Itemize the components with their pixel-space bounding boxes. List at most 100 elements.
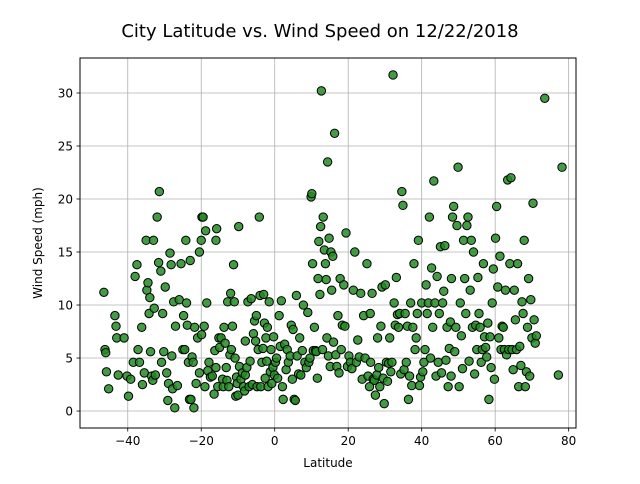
data-point bbox=[447, 212, 458, 222]
data-point bbox=[271, 353, 282, 363]
data-point bbox=[370, 390, 381, 400]
data-point bbox=[181, 298, 192, 308]
data-point bbox=[436, 368, 447, 378]
data-point bbox=[459, 273, 470, 284]
data-point bbox=[364, 381, 375, 392]
data-point bbox=[365, 357, 376, 367]
data-point bbox=[322, 157, 333, 167]
data-point bbox=[453, 162, 463, 172]
data-point bbox=[468, 247, 479, 257]
data-point bbox=[180, 344, 190, 355]
data-point bbox=[189, 403, 199, 413]
data-point bbox=[432, 271, 442, 282]
data-point bbox=[420, 344, 430, 355]
data-point bbox=[412, 308, 422, 319]
data-points bbox=[99, 70, 567, 413]
plot-frame bbox=[79, 57, 577, 429]
data-point bbox=[145, 292, 155, 303]
data-point bbox=[130, 271, 140, 282]
data-point bbox=[400, 308, 410, 319]
data-point bbox=[322, 333, 332, 343]
data-point bbox=[409, 258, 419, 269]
data-point bbox=[529, 315, 539, 325]
data-point bbox=[485, 332, 495, 342]
data-point bbox=[422, 308, 432, 319]
data-point bbox=[433, 357, 443, 367]
data-point bbox=[313, 273, 323, 284]
data-point bbox=[196, 330, 207, 340]
data-point bbox=[288, 324, 298, 335]
data-point bbox=[428, 322, 438, 332]
data-point bbox=[261, 333, 271, 343]
data-point bbox=[211, 235, 221, 246]
data-point bbox=[408, 322, 418, 332]
data-point bbox=[312, 373, 323, 383]
data-point bbox=[291, 290, 302, 301]
data-point bbox=[204, 357, 214, 367]
data-point bbox=[157, 308, 168, 319]
data-point bbox=[488, 264, 499, 274]
data-point bbox=[372, 333, 383, 343]
data-point bbox=[404, 371, 415, 381]
data-point bbox=[465, 285, 475, 295]
data-point bbox=[264, 297, 274, 307]
data-point bbox=[143, 278, 153, 288]
data-point bbox=[389, 298, 399, 308]
data-point bbox=[258, 343, 268, 354]
data-point bbox=[437, 298, 448, 308]
data-point bbox=[341, 228, 351, 238]
data-point bbox=[159, 346, 169, 357]
data-point bbox=[101, 367, 112, 377]
data-point bbox=[254, 212, 264, 222]
data-point bbox=[458, 235, 469, 246]
data-point bbox=[424, 212, 435, 222]
data-point bbox=[295, 333, 305, 343]
data-point bbox=[186, 394, 196, 405]
data-point bbox=[268, 332, 279, 342]
data-point bbox=[426, 263, 437, 273]
data-point bbox=[509, 285, 519, 295]
data-point bbox=[464, 356, 474, 366]
data-point bbox=[178, 310, 189, 321]
data-point bbox=[473, 272, 483, 283]
data-point bbox=[307, 189, 317, 199]
data-point bbox=[181, 235, 191, 246]
data-point bbox=[145, 346, 156, 357]
data-point bbox=[199, 321, 209, 331]
data-point bbox=[200, 226, 211, 236]
data-point bbox=[353, 335, 363, 345]
y-tick-label: 10 bbox=[58, 299, 73, 313]
data-point bbox=[133, 344, 143, 355]
data-point bbox=[163, 395, 173, 406]
data-point bbox=[403, 394, 414, 405]
x-tick-label: −20 bbox=[189, 434, 214, 448]
data-point bbox=[446, 371, 456, 381]
data-point bbox=[123, 391, 134, 401]
data-point bbox=[172, 380, 183, 391]
data-point bbox=[495, 251, 505, 261]
data-point bbox=[170, 403, 180, 413]
data-point bbox=[156, 266, 166, 276]
x-axis-label: Latitude bbox=[303, 456, 352, 470]
data-point bbox=[309, 322, 320, 332]
data-point bbox=[512, 258, 523, 269]
data-point bbox=[148, 235, 159, 246]
data-point bbox=[149, 303, 159, 313]
data-point bbox=[166, 260, 176, 270]
data-point bbox=[367, 288, 377, 299]
data-point bbox=[165, 248, 175, 258]
data-point bbox=[450, 346, 460, 357]
data-point bbox=[376, 321, 386, 331]
data-point bbox=[188, 357, 198, 367]
data-point bbox=[515, 341, 525, 352]
data-point bbox=[224, 381, 234, 392]
data-point bbox=[211, 223, 222, 234]
data-point bbox=[469, 369, 480, 379]
data-point bbox=[334, 368, 344, 378]
data-point bbox=[277, 381, 288, 392]
data-point bbox=[419, 357, 429, 367]
data-point bbox=[407, 380, 417, 391]
data-point bbox=[221, 362, 231, 373]
data-point bbox=[202, 298, 212, 308]
data-point bbox=[531, 331, 542, 341]
